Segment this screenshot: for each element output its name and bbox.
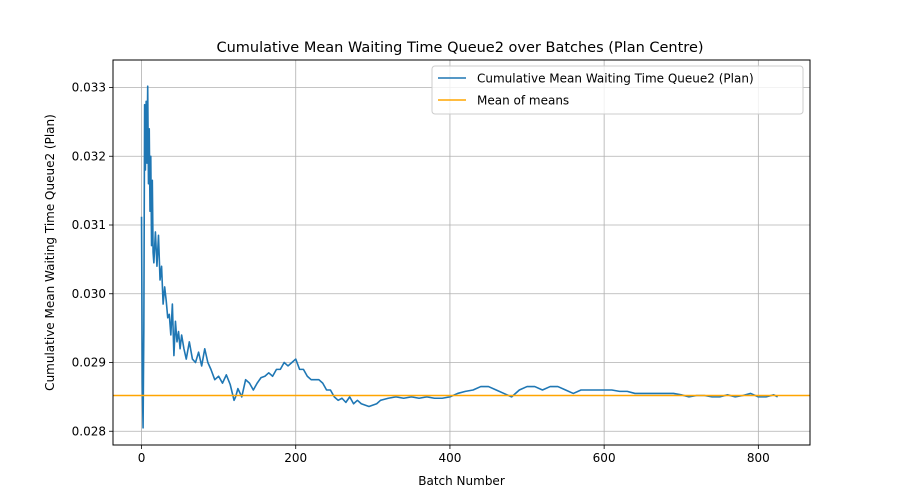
legend-label-mean-of-means: Mean of means (477, 94, 569, 108)
x-axis-ticks: 0 200 400 600 800 (138, 445, 770, 465)
y-tick-label: 0.030 (72, 287, 106, 301)
y-tick-label: 0.032 (72, 149, 106, 163)
y-tick-label: 0.033 (72, 81, 106, 95)
y-tick-label: 0.031 (72, 218, 106, 232)
y-axis-ticks: 0.028 0.029 0.030 0.031 0.032 0.033 (72, 81, 113, 438)
y-tick-label: 0.028 (72, 424, 106, 438)
legend-box (431, 65, 804, 115)
x-tick-label: 200 (284, 451, 307, 465)
x-tick-label: 0 (138, 451, 146, 465)
y-tick-label: 0.029 (72, 356, 106, 370)
plot-frame (112, 59, 811, 446)
plot-lines (113, 85, 810, 429)
legend: Cumulative Mean Waiting Time Queue2 (Pla… (431, 65, 804, 115)
series-line-cumulative-mean (140, 85, 778, 429)
x-tick-label: 400 (438, 451, 461, 465)
x-tick-label: 600 (593, 451, 616, 465)
x-axis-label: Batch Number (418, 474, 505, 488)
legend-label-cumulative-mean: Cumulative Mean Waiting Time Queue2 (Pla… (477, 72, 754, 86)
y-axis-label: Cumulative Mean Waiting Time Queue2 (Pla… (43, 114, 57, 391)
x-tick-label: 800 (747, 451, 770, 465)
chart-title: Cumulative Mean Waiting Time Queue2 over… (216, 40, 703, 56)
